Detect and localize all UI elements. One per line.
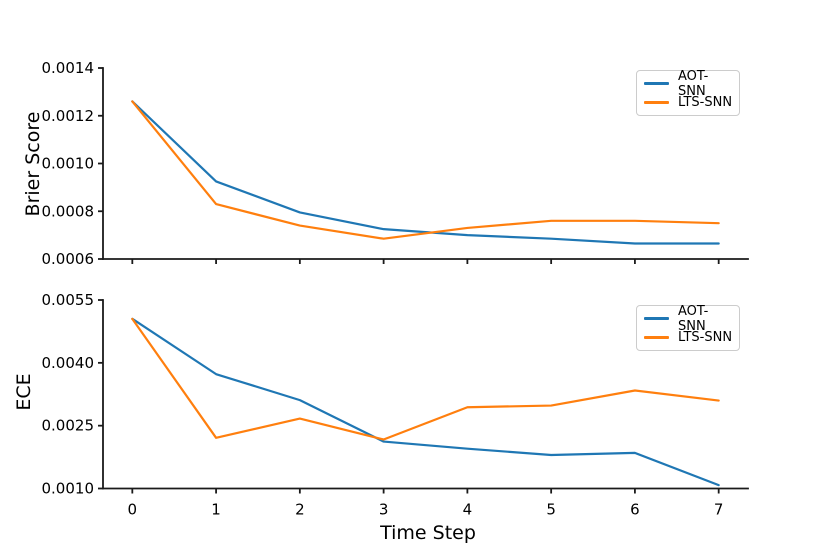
- legend-label: AOT-SNN: [678, 303, 709, 334]
- y-tick-label: 0.0010: [42, 480, 95, 498]
- x-tick-label: 3: [379, 501, 389, 519]
- legend-ece: AOT-SNN LTS-SNN: [636, 304, 740, 351]
- x-tick-label: 1: [211, 501, 221, 519]
- lts-snn-line: [131, 317, 720, 441]
- legend-label: AOT-SNN: [678, 68, 709, 99]
- legend-label: LTS-SNN: [678, 95, 733, 110]
- lts-snn-line: [131, 100, 720, 240]
- x-tick-label: 2: [295, 501, 305, 519]
- aot-snn-line-swatch: [644, 317, 669, 320]
- legend-brier-score: AOT-SNN LTS-SNN: [636, 69, 740, 116]
- y-tick-label: 0.0012: [42, 107, 95, 125]
- x-tick-label: 0: [128, 501, 138, 519]
- y-tick-label: 0.0055: [42, 291, 95, 309]
- time-step-axis-label: Time Step: [380, 522, 476, 544]
- brier-score-axis-label: Brier Score: [22, 111, 44, 217]
- legend-entry: LTS-SNN: [644, 330, 733, 345]
- aot-snn-line-swatch: [644, 82, 669, 85]
- lts-snn-line-swatch: [644, 336, 669, 339]
- x-tick-label: 6: [630, 501, 640, 519]
- y-tick-label: 0.0010: [42, 155, 95, 173]
- x-tick-label: 4: [463, 501, 473, 519]
- legend-label: LTS-SNN: [678, 330, 733, 345]
- legend-entry: LTS-SNN: [644, 95, 733, 110]
- y-tick-label: 0.0014: [42, 59, 95, 77]
- legend-entry: AOT-SNN: [644, 304, 733, 334]
- aot-snn-line: [131, 100, 720, 245]
- y-tick-label: 0.0006: [42, 250, 95, 268]
- x-tick-label: 5: [546, 501, 556, 519]
- y-tick-label: 0.0025: [42, 417, 95, 435]
- lts-snn-line-swatch: [644, 101, 669, 104]
- y-tick-label: 0.0008: [42, 202, 95, 220]
- aot-snn-line: [131, 317, 720, 487]
- x-tick-label: 7: [714, 501, 724, 519]
- legend-entry: AOT-SNN: [644, 69, 733, 99]
- y-tick-label: 0.0040: [42, 354, 95, 372]
- ece-axis-label: ECE: [13, 373, 35, 411]
